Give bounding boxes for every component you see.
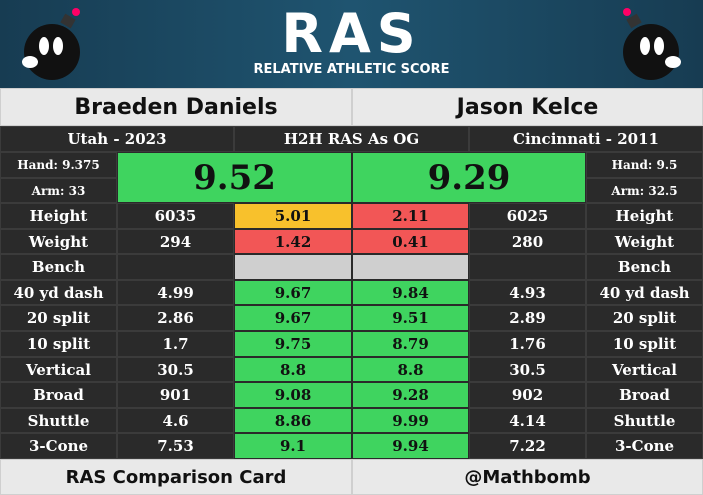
metric-value: 1.76 bbox=[469, 331, 586, 357]
bomb-icons bbox=[22, 8, 681, 80]
metric-label: 20 split bbox=[586, 305, 703, 331]
metric-value: 6035 bbox=[117, 203, 234, 229]
metric-value: 294 bbox=[117, 229, 234, 254]
metric-label: 40 yd dash bbox=[0, 280, 117, 305]
metric-value: 6025 bbox=[469, 203, 586, 229]
metric-score: 8.8 bbox=[352, 357, 469, 382]
metric-label: Vertical bbox=[586, 357, 703, 382]
metric-label: Weight bbox=[0, 229, 117, 254]
hand: Hand: 9.375 bbox=[0, 152, 117, 178]
metric-score: 8.8 bbox=[234, 357, 352, 382]
player-school: Cincinnati - 2011 bbox=[469, 126, 703, 152]
logo: RAS bbox=[281, 2, 422, 65]
metric-value: 7.22 bbox=[469, 433, 586, 459]
metric-value: 2.86 bbox=[117, 305, 234, 331]
metric-score: 0.41 bbox=[352, 229, 469, 254]
metric-label: Height bbox=[0, 203, 117, 229]
metric-label: 10 split bbox=[586, 331, 703, 357]
metric-score: 9.51 bbox=[352, 305, 469, 331]
arm: Arm: 32.5 bbox=[586, 178, 703, 203]
metric-value: 30.5 bbox=[117, 357, 234, 382]
metric-label: Bench bbox=[0, 254, 117, 280]
metric-label: Weight bbox=[586, 229, 703, 254]
ras-score: 9.29 bbox=[352, 152, 586, 203]
ras-score: 9.52 bbox=[117, 152, 352, 203]
metric-label: Shuttle bbox=[0, 408, 117, 433]
footer-text: @Mathbomb bbox=[352, 459, 703, 495]
metric-label: Vertical bbox=[0, 357, 117, 382]
metric-score: 9.94 bbox=[352, 433, 469, 459]
metric-value: 901 bbox=[117, 382, 234, 408]
player-school: Utah - 2023 bbox=[0, 126, 234, 152]
metric-score: 9.67 bbox=[234, 280, 352, 305]
metric-score: 9.1 bbox=[234, 433, 352, 459]
player-name: Jason Kelce bbox=[352, 88, 703, 126]
metric-value: 280 bbox=[469, 229, 586, 254]
metric-score: 1.42 bbox=[234, 229, 352, 254]
logo-subtitle: RELATIVE ATHLETIC SCORE bbox=[253, 62, 450, 77]
metric-label: 20 split bbox=[0, 305, 117, 331]
metric-score: 9.84 bbox=[352, 280, 469, 305]
metric-score: 9.75 bbox=[234, 331, 352, 357]
metric-score bbox=[352, 254, 469, 280]
metric-score: 8.86 bbox=[234, 408, 352, 433]
metric-label: Shuttle bbox=[586, 408, 703, 433]
metric-label: 3-Cone bbox=[586, 433, 703, 459]
metric-label: 10 split bbox=[0, 331, 117, 357]
metric-value: 4.14 bbox=[469, 408, 586, 433]
metric-score: 9.08 bbox=[234, 382, 352, 408]
metric-value: 4.99 bbox=[117, 280, 234, 305]
metric-value: 902 bbox=[469, 382, 586, 408]
metric-value: 7.53 bbox=[117, 433, 234, 459]
metric-label: 40 yd dash bbox=[586, 280, 703, 305]
metric-score: 9.99 bbox=[352, 408, 469, 433]
metric-label: 3-Cone bbox=[0, 433, 117, 459]
metric-label: Height bbox=[586, 203, 703, 229]
metric-label: Broad bbox=[0, 382, 117, 408]
metric-score: 9.28 bbox=[352, 382, 469, 408]
metric-value: 4.93 bbox=[469, 280, 586, 305]
header: RAS RELATIVE ATHLETIC SCORE bbox=[0, 0, 703, 88]
metric-score bbox=[234, 254, 352, 280]
arm: Arm: 33 bbox=[0, 178, 117, 203]
center-label: H2H RAS As OG bbox=[234, 126, 469, 152]
bomb-left bbox=[22, 8, 80, 80]
metric-score: 2.11 bbox=[352, 203, 469, 229]
metric-label: Bench bbox=[586, 254, 703, 280]
metric-score: 8.79 bbox=[352, 331, 469, 357]
player-name: Braeden Daniels bbox=[0, 88, 352, 126]
metric-value: 30.5 bbox=[469, 357, 586, 382]
metric-score: 9.67 bbox=[234, 305, 352, 331]
metric-value: 1.7 bbox=[117, 331, 234, 357]
hand: Hand: 9.5 bbox=[586, 152, 703, 178]
metric-value: 2.89 bbox=[469, 305, 586, 331]
footer-text: RAS Comparison Card bbox=[0, 459, 352, 495]
metric-score: 5.01 bbox=[234, 203, 352, 229]
metric-value bbox=[469, 254, 586, 280]
metric-label: Broad bbox=[586, 382, 703, 408]
metric-value bbox=[117, 254, 234, 280]
bomb-right bbox=[623, 8, 681, 80]
metric-value: 4.6 bbox=[117, 408, 234, 433]
